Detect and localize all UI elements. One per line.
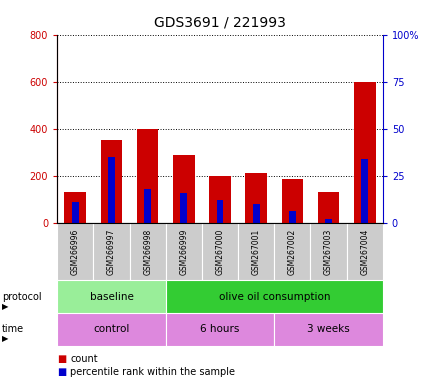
Text: baseline: baseline bbox=[89, 291, 133, 302]
Bar bbox=[93, 223, 129, 280]
Bar bbox=[202, 223, 238, 280]
Bar bbox=[166, 223, 202, 280]
Bar bbox=[57, 280, 166, 313]
Bar bbox=[318, 192, 339, 223]
Text: 3 weeks: 3 weeks bbox=[307, 324, 350, 334]
Text: time: time bbox=[2, 324, 24, 334]
Text: percentile rank within the sample: percentile rank within the sample bbox=[70, 367, 235, 377]
Bar bbox=[57, 223, 93, 280]
Bar bbox=[274, 223, 311, 280]
Text: GSM266999: GSM266999 bbox=[180, 228, 188, 275]
Bar bbox=[166, 280, 383, 313]
Bar bbox=[347, 223, 383, 280]
Bar bbox=[144, 189, 151, 223]
Bar bbox=[180, 193, 187, 223]
Text: GDS3691 / 221993: GDS3691 / 221993 bbox=[154, 15, 286, 29]
Text: control: control bbox=[93, 324, 130, 334]
Text: GSM267003: GSM267003 bbox=[324, 228, 333, 275]
Text: ▶: ▶ bbox=[2, 334, 9, 343]
Bar bbox=[72, 202, 79, 223]
Bar bbox=[253, 204, 260, 223]
Bar bbox=[173, 154, 194, 223]
Text: count: count bbox=[70, 354, 98, 364]
Bar bbox=[216, 200, 224, 223]
Bar bbox=[238, 223, 274, 280]
Text: GSM267000: GSM267000 bbox=[216, 228, 224, 275]
Text: ■: ■ bbox=[57, 354, 66, 364]
Text: GSM266996: GSM266996 bbox=[71, 228, 80, 275]
Bar bbox=[137, 129, 158, 223]
Text: GSM267004: GSM267004 bbox=[360, 228, 369, 275]
Bar bbox=[282, 179, 303, 223]
Text: ■: ■ bbox=[57, 367, 66, 377]
Bar bbox=[101, 141, 122, 223]
Text: GSM267001: GSM267001 bbox=[252, 228, 260, 275]
Text: olive oil consumption: olive oil consumption bbox=[219, 291, 330, 302]
Bar bbox=[64, 192, 86, 223]
Text: GSM266997: GSM266997 bbox=[107, 228, 116, 275]
Text: protocol: protocol bbox=[2, 291, 42, 302]
Bar bbox=[209, 176, 231, 223]
Text: 6 hours: 6 hours bbox=[200, 324, 240, 334]
Bar bbox=[166, 313, 274, 346]
Text: ▶: ▶ bbox=[2, 302, 9, 311]
Bar bbox=[57, 313, 166, 346]
Bar bbox=[325, 219, 332, 223]
Bar bbox=[129, 223, 166, 280]
Bar bbox=[246, 173, 267, 223]
Text: GSM266998: GSM266998 bbox=[143, 228, 152, 275]
Bar bbox=[274, 313, 383, 346]
Bar bbox=[108, 157, 115, 223]
Bar bbox=[361, 159, 368, 223]
Bar bbox=[354, 82, 376, 223]
Text: GSM267002: GSM267002 bbox=[288, 228, 297, 275]
Bar bbox=[311, 223, 347, 280]
Bar bbox=[289, 212, 296, 223]
